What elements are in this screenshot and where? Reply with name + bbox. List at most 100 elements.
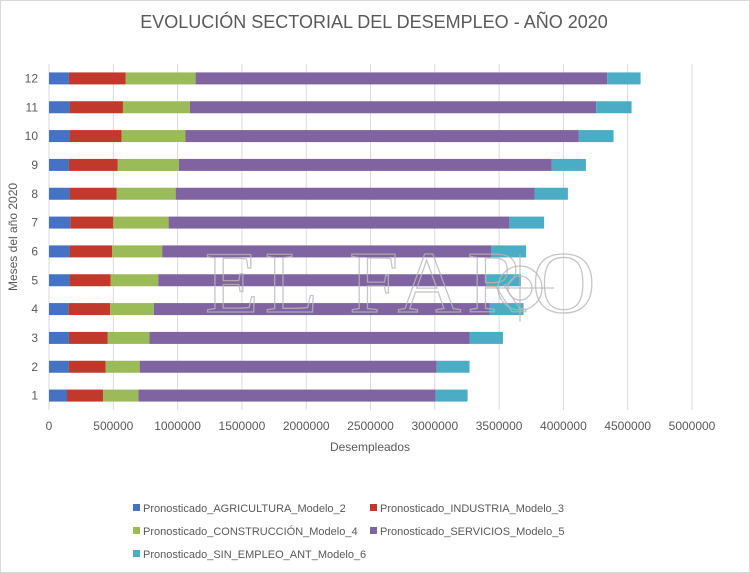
bar-segment-3 (103, 389, 139, 402)
x-tick-label: 3500000 (476, 419, 523, 433)
y-tick-label: 7 (31, 216, 38, 230)
legend-label: Pronosticado_CONSTRUCCIÓN_Modelo_4 (143, 525, 358, 538)
x-axis-title: Desempleados (330, 440, 410, 454)
bar-segment-4 (162, 245, 492, 258)
x-tick-label: 2500000 (347, 419, 394, 433)
bar-segment-1 (49, 360, 69, 373)
bar-segment-3 (110, 303, 154, 316)
bar-segment-4 (168, 216, 510, 229)
legend-label: Pronosticado_INDUSTRIA_Modelo_3 (380, 503, 564, 515)
y-tick-label: 4 (31, 302, 38, 316)
bar-segment-4 (158, 274, 487, 287)
y-tick-label: 3 (31, 331, 38, 345)
bar-segment-5 (435, 389, 468, 402)
bar-segment-2 (68, 331, 108, 344)
bar-segment-1 (49, 245, 70, 258)
bar-segment-2 (67, 389, 104, 402)
bar-segment-2 (69, 274, 111, 287)
bar-segment-3 (110, 274, 159, 287)
bars-layer (49, 72, 641, 402)
x-tick-label: 500000 (93, 419, 133, 433)
bar-segment-5 (607, 72, 641, 85)
bar-segment-1 (49, 72, 69, 85)
legend-label: Pronosticado_AGRICULTURA_Modelo_2 (143, 503, 346, 515)
bar-segment-2 (70, 216, 114, 229)
y-tick-label: 10 (25, 129, 39, 143)
x-tick-label: 1500000 (219, 419, 266, 433)
legend-swatch (133, 550, 140, 557)
x-tick-label: 1000000 (154, 419, 201, 433)
bar-segment-4 (185, 130, 579, 143)
bar-segment-3 (117, 158, 179, 171)
bar-segment-2 (68, 72, 126, 85)
bar-segment-1 (49, 389, 68, 402)
x-tick-label: 0 (46, 419, 53, 433)
y-tick-label: 12 (25, 71, 39, 85)
bar-segment-2 (68, 158, 118, 171)
gridlines (48, 64, 693, 410)
bar-segment-1 (49, 303, 69, 316)
bar-segment-4 (138, 389, 436, 402)
bar-segment-2 (69, 245, 113, 258)
bar-segment-3 (122, 101, 190, 114)
bar-segment-1 (49, 101, 70, 114)
x-tick-labels: 0 500000 1000000 1500000 2000000 2500000 30000… (46, 419, 716, 433)
bar-segment-2 (69, 130, 122, 143)
bar-segment-4 (139, 360, 437, 373)
el-faro-watermark: EL FARO (204, 234, 596, 332)
legend-label: Pronosticado_SIN_EMPLEO_ANT_Modelo_6 (143, 549, 366, 561)
legend-swatch (133, 527, 140, 534)
bar-segment-5 (489, 303, 524, 316)
bar-segment-5 (596, 101, 632, 114)
bar-segment-5 (469, 331, 503, 344)
bar-segment-5 (509, 216, 545, 229)
bar-segment-5 (578, 130, 614, 143)
bar-segment-4 (195, 72, 608, 85)
y-tick-label: 2 (31, 360, 38, 374)
bar-segment-3 (121, 130, 186, 143)
bar-segment-2 (68, 303, 111, 316)
bar-segment-2 (69, 101, 123, 114)
chart-title: EVOLUCIÓN SECTORIAL DEL DESEMPLEO - AÑO … (140, 11, 608, 32)
bar-segment-4 (189, 101, 597, 114)
y-tick-label: 1 (31, 389, 38, 403)
y-tick-label: 11 (26, 100, 39, 114)
legend-swatch (370, 527, 377, 534)
x-tick-label: 2000000 (283, 419, 330, 433)
bar-segment-1 (49, 274, 70, 287)
bar-segment-5 (491, 245, 527, 258)
bar-segment-1 (49, 158, 69, 171)
legend: Pronosticado_AGRICULTURA_Modelo_2 Pronost… (133, 503, 564, 561)
y-tick-label: 9 (31, 158, 38, 172)
legend-label: Pronosticado_SERVICIOS_Modelo_5 (380, 526, 564, 538)
legend-swatch (133, 504, 140, 511)
bar-segment-5 (551, 158, 586, 171)
bar-segment-4 (175, 187, 535, 200)
legend-swatch (370, 504, 377, 511)
x-tick-label: 5000000 (669, 419, 716, 433)
x-tick-label: 3000000 (411, 419, 458, 433)
bar-segment-3 (125, 72, 196, 85)
bar-segment-1 (49, 216, 71, 229)
bar-segment-3 (116, 187, 176, 200)
x-tick-label: 4500000 (604, 419, 651, 433)
y-axis-title: Meses del año 2020 (6, 183, 20, 291)
bar-segment-4 (149, 331, 470, 344)
bar-segment-3 (112, 245, 163, 258)
bar-segment-3 (107, 331, 150, 344)
y-tick-label: 6 (31, 244, 38, 258)
bar-segment-5 (436, 360, 470, 373)
bar-segment-1 (49, 187, 70, 200)
bar-segment-1 (49, 130, 70, 143)
bar-segment-3 (105, 360, 140, 373)
bar-segment-4 (153, 303, 490, 316)
bar-segment-2 (69, 187, 117, 200)
bar-segment-1 (49, 331, 69, 344)
y-tick-label: 8 (31, 187, 38, 201)
bar-segment-3 (113, 216, 169, 229)
bar-segment-4 (178, 158, 552, 171)
x-tick-label: 4000000 (540, 419, 587, 433)
